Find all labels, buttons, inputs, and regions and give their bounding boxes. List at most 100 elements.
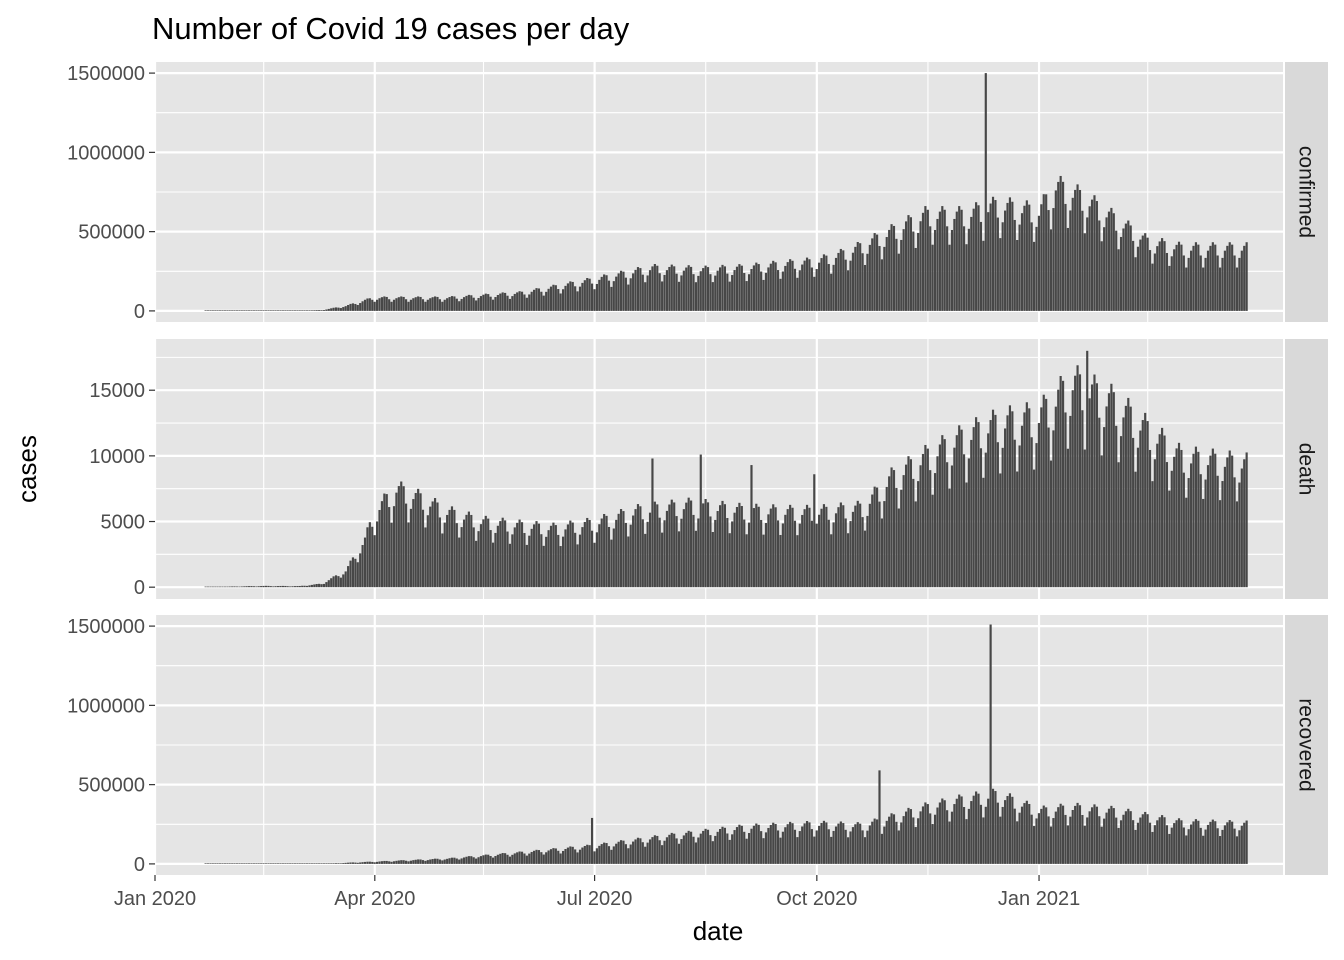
- bar: [1035, 226, 1038, 311]
- bar: [658, 517, 661, 588]
- bar: [781, 271, 784, 311]
- bar: [827, 264, 830, 311]
- bar: [1020, 213, 1024, 311]
- bar: [247, 586, 251, 588]
- bar: [281, 863, 284, 864]
- bar: [528, 294, 531, 311]
- bar: [950, 465, 954, 588]
- bar: [839, 821, 842, 864]
- bar: [834, 513, 838, 588]
- bar: [455, 858, 458, 864]
- bar: [632, 515, 635, 588]
- bar: [929, 813, 932, 864]
- bar: [946, 462, 949, 588]
- bar: [687, 497, 690, 588]
- bar: [1090, 807, 1094, 864]
- bar: [907, 807, 910, 864]
- bar: [1163, 817, 1166, 864]
- bar: [634, 269, 637, 311]
- bar: [264, 310, 268, 311]
- bar: [941, 798, 944, 864]
- bar: [238, 310, 241, 311]
- bar: [610, 539, 613, 588]
- bar: [262, 863, 265, 864]
- bar: [1049, 826, 1053, 864]
- bar: [914, 247, 917, 311]
- bar: [545, 536, 548, 588]
- bar: [344, 571, 347, 588]
- bar: [1151, 263, 1154, 311]
- bar: [1095, 806, 1098, 864]
- bar: [243, 586, 246, 588]
- bar: [395, 860, 398, 864]
- bar: [301, 310, 304, 311]
- y-tick-label: 15000: [89, 380, 145, 402]
- bar: [878, 246, 881, 311]
- bar: [1141, 814, 1144, 864]
- bar: [1107, 211, 1111, 311]
- bar: [680, 518, 683, 588]
- bar: [1194, 446, 1198, 588]
- bar: [337, 307, 340, 311]
- bar: [1088, 206, 1091, 311]
- bar: [1192, 453, 1195, 588]
- bar: [871, 821, 874, 864]
- bar: [902, 229, 905, 311]
- bar: [791, 260, 794, 311]
- bar: [837, 252, 840, 311]
- bar: [380, 297, 384, 311]
- bar: [1228, 242, 1231, 311]
- bar: [1008, 197, 1012, 311]
- bar: [598, 845, 601, 864]
- bar: [680, 275, 683, 311]
- bar: [632, 841, 635, 864]
- bar: [624, 277, 627, 311]
- bar: [540, 291, 543, 311]
- bar: [250, 586, 253, 588]
- bar: [822, 254, 826, 311]
- bar: [564, 849, 567, 864]
- bar: [772, 822, 775, 864]
- bar: [827, 519, 830, 588]
- bar: [279, 585, 282, 588]
- bar: [574, 849, 577, 864]
- bar: [226, 586, 229, 588]
- bar: [832, 264, 835, 311]
- bar: [677, 531, 681, 588]
- bar: [690, 831, 693, 864]
- bar: [1119, 236, 1123, 311]
- bar: [1052, 818, 1055, 864]
- bar: [334, 307, 338, 311]
- bar: [767, 267, 770, 311]
- bar: [641, 519, 644, 588]
- bar: [921, 806, 925, 864]
- bar: [1240, 250, 1243, 311]
- bar: [334, 575, 338, 588]
- bar: [588, 520, 591, 588]
- bar: [330, 578, 333, 588]
- bar: [673, 833, 676, 864]
- bar: [866, 253, 869, 311]
- bar: [851, 511, 855, 588]
- bar: [542, 854, 545, 864]
- bar: [999, 473, 1002, 588]
- bar: [1204, 829, 1207, 864]
- bar: [1163, 241, 1166, 311]
- bar: [274, 310, 277, 311]
- bar: [847, 270, 850, 311]
- bar: [409, 508, 412, 588]
- bar: [1107, 808, 1111, 864]
- bar: [854, 246, 857, 311]
- bar: [728, 281, 731, 311]
- bar: [962, 807, 966, 864]
- bar: [250, 310, 253, 311]
- bar: [735, 266, 739, 311]
- bar: [919, 465, 922, 588]
- bar: [600, 844, 603, 864]
- bar: [557, 289, 560, 311]
- bar: [557, 850, 560, 864]
- bar: [1081, 410, 1084, 588]
- bar: [1139, 430, 1142, 588]
- bar: [1194, 819, 1198, 864]
- bar: [1061, 181, 1065, 311]
